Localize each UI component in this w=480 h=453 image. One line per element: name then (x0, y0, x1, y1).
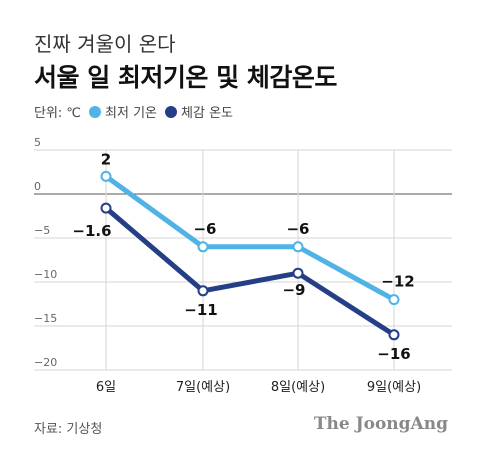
y-tick-label: 5 (34, 136, 41, 149)
y-tick-label: −15 (34, 312, 57, 325)
x-tick-label: 9일(예상) (367, 380, 421, 395)
series-line (103, 205, 397, 338)
chart-title: 서울 일 최저기온 및 체감온도 (34, 63, 337, 92)
series-line (103, 173, 397, 303)
brand-logo: The JoongAng (313, 414, 448, 434)
data-point (292, 241, 304, 253)
y-tick-label: −10 (34, 268, 57, 281)
data-label: 2 (101, 150, 111, 168)
data-label: −16 (377, 345, 410, 363)
data-label: −12 (381, 273, 414, 291)
data-label: −11 (184, 301, 217, 319)
legend-swatch-feels-like (165, 105, 178, 118)
x-tick-label: 8일(예상) (271, 380, 325, 395)
data-point (388, 294, 400, 306)
data-point (197, 285, 209, 297)
x-tick-label: 7일(예상) (176, 380, 230, 395)
data-label: −1.6 (72, 222, 111, 240)
data-point (388, 329, 400, 341)
data-label: −6 (193, 220, 216, 238)
source-note: 자료: 기상청 (34, 422, 103, 437)
legend-item-feels-like: 체감 온도 (165, 102, 233, 121)
legend-label-min-temp: 최저 기온 (105, 106, 158, 121)
y-tick-label: −5 (34, 224, 50, 237)
y-tick-label: 0 (34, 180, 41, 193)
data-point (197, 241, 209, 253)
data-point (292, 267, 304, 279)
data-label: −6 (286, 220, 309, 238)
legend-swatch-min-temp (89, 105, 102, 118)
data-label: −9 (282, 281, 305, 299)
x-tick-label: 6일 (96, 380, 116, 395)
chart-subtitle: 진짜 겨울이 온다 (34, 32, 176, 56)
data-point (100, 170, 112, 182)
legend-label-feels-like: 체감 온도 (181, 106, 234, 121)
legend: 단위: ℃ 최저 기온 체감 온도 (34, 102, 233, 121)
data-point (100, 202, 112, 214)
unit-label: 단위: ℃ (34, 106, 82, 121)
legend-item-min-temp: 최저 기온 (89, 102, 157, 121)
y-tick-label: −20 (34, 356, 57, 369)
